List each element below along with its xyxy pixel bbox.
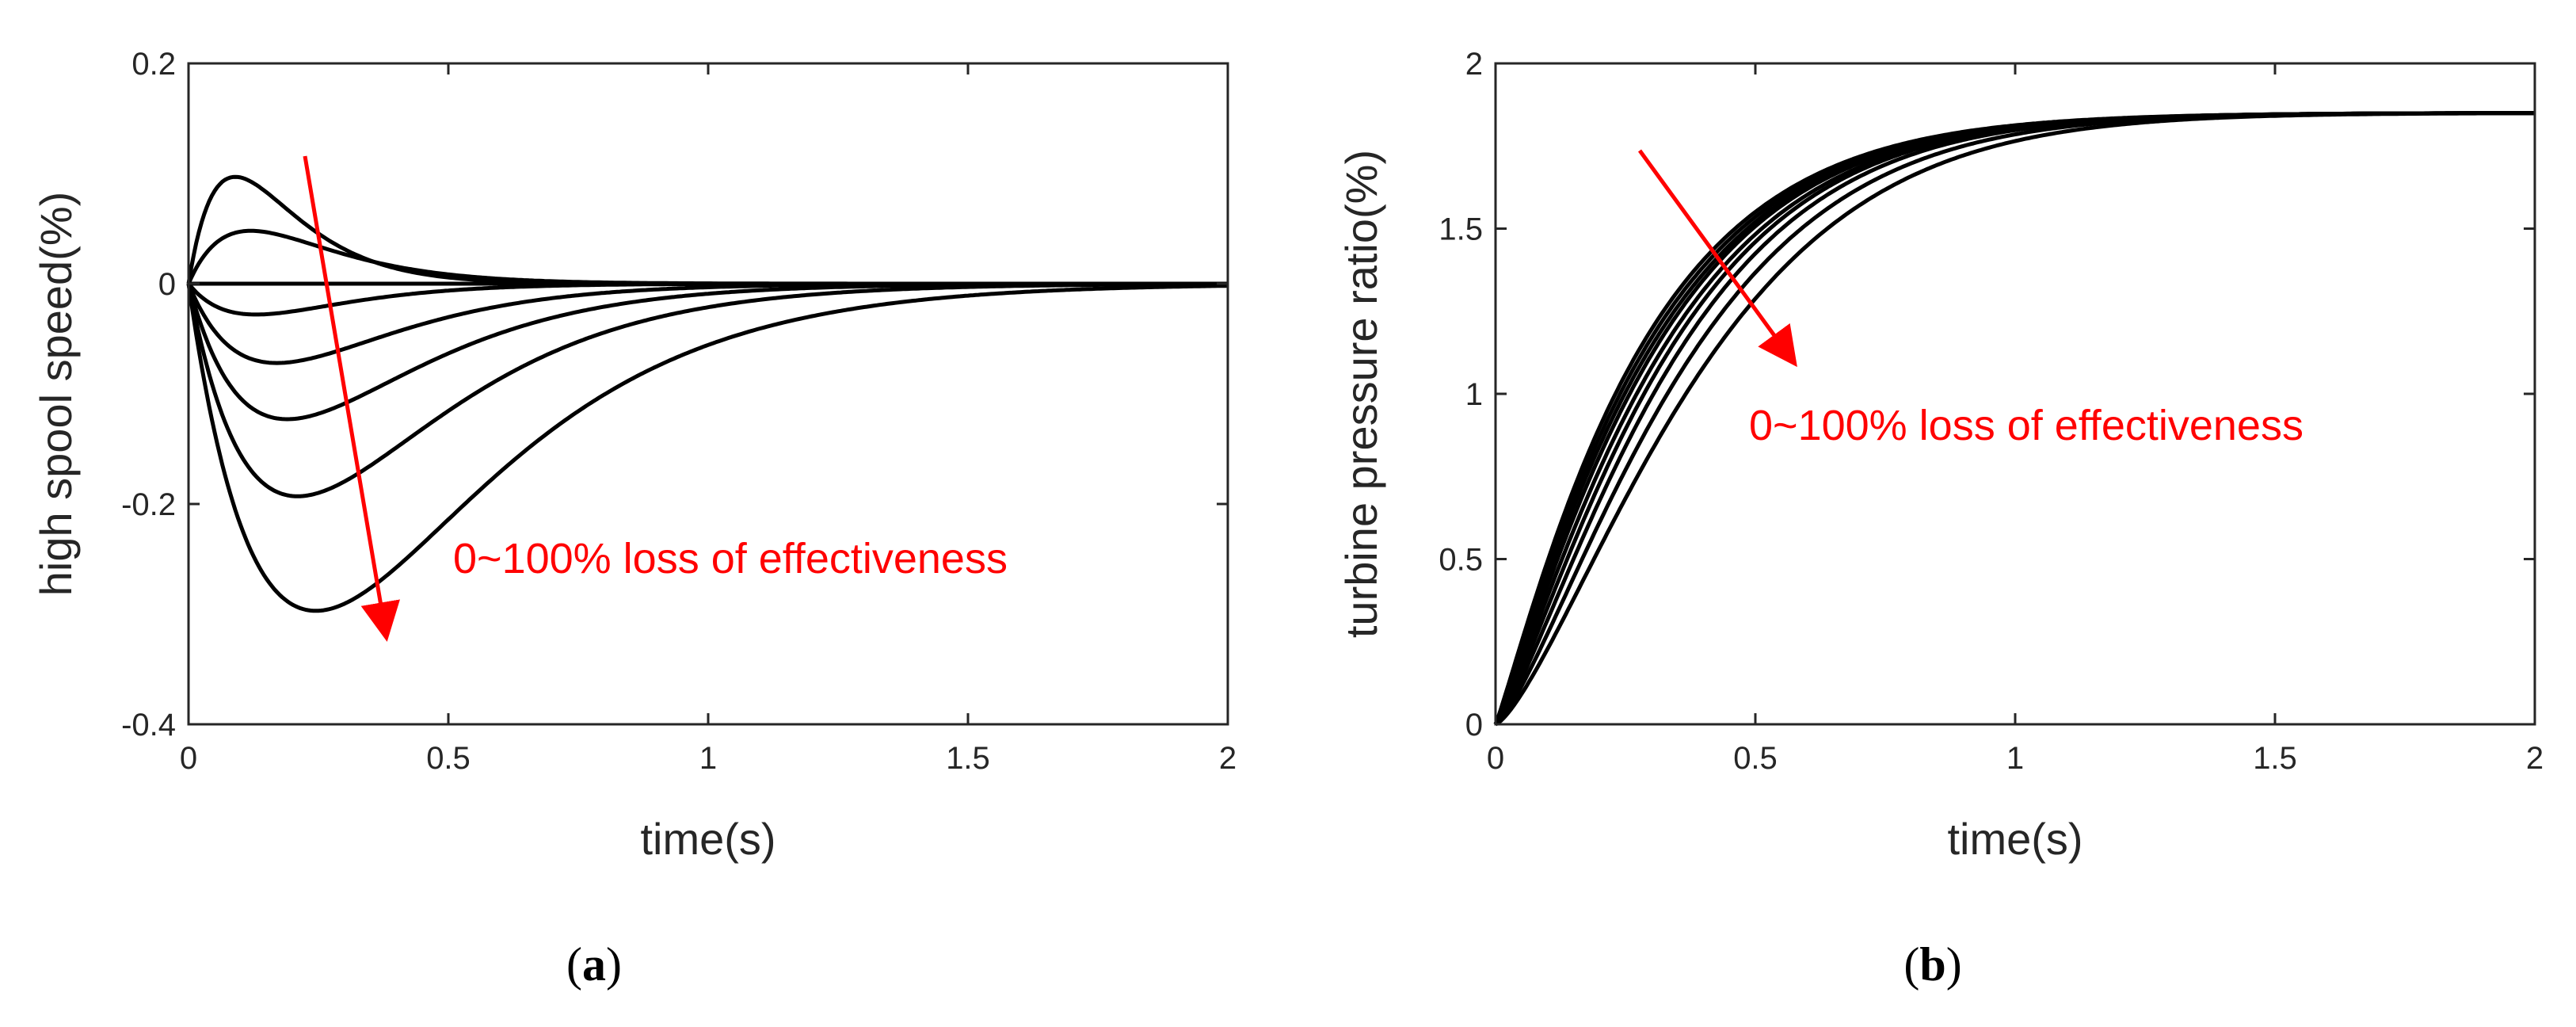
panel-a-y-axis-title: high spool speed(%) — [31, 192, 81, 597]
panel-a-ytick-label: 0.2 — [131, 47, 176, 82]
panel-b-xtick-label: 2 — [2526, 741, 2544, 776]
panel-a-series-line-2 — [186, 228, 1228, 286]
panel-a-series-line-8 — [186, 283, 1229, 613]
panel-b-x-axis-title: time(s) — [1947, 814, 2083, 864]
panel-a-xtick-label: 2 — [1219, 741, 1237, 776]
panel-a-x-axis-title: time(s) — [640, 814, 775, 864]
panel-a-ticks: 0 0.5 1 1.5 2 -0.4 -0.2 0 0.2 — [121, 47, 1237, 776]
panel-b-ytick-label: 1 — [1465, 377, 1483, 412]
panel-b-xtick-label: 0 — [1487, 741, 1504, 776]
panel-a-xtick-label: 0 — [180, 741, 197, 776]
panel-b-ytick-label: 0.5 — [1439, 543, 1483, 578]
panel-b-caption: (b) — [1903, 938, 1961, 991]
panel-a-trend-arrow — [303, 155, 400, 642]
panel-b-ticks: 0 0.5 1 1.5 2 0 0.5 1 1.5 2 — [1439, 47, 2544, 776]
panel-a-series-line-7 — [186, 282, 1228, 498]
panel-b-y-axis-title: turbine pressure ratio(%) — [1336, 150, 1386, 638]
panel-a-series-line-1 — [186, 174, 1228, 286]
panel-a-caption: (a) — [566, 938, 622, 991]
panel-b-trend-arrow — [1637, 149, 1797, 368]
panel-a-caption-close: ) — [606, 938, 622, 991]
panel-b-caption-close: ) — [1946, 938, 1962, 991]
panel-a-caption-letter: a — [582, 938, 606, 991]
panel-b-xtick-label: 1 — [2006, 741, 2024, 776]
panel-a-xtick-label: 1.5 — [946, 741, 990, 776]
panel-b-xtick-label: 0.5 — [1733, 741, 1778, 776]
panel-b-ytick-label: 0 — [1465, 708, 1483, 743]
panel-a-caption-open: ( — [566, 938, 582, 991]
panel-b-xtick-label: 1.5 — [2253, 741, 2297, 776]
panel-b-series-group — [1493, 111, 2535, 727]
panel-b-caption-open: ( — [1903, 938, 1919, 991]
panel-a-ytick-label: -0.4 — [121, 708, 176, 743]
panel-a-ytick-label: -0.2 — [121, 487, 176, 522]
panel-a-ytick-label: 0 — [158, 267, 176, 302]
panel-b-caption-letter: b — [1919, 938, 1945, 991]
panel-b-annotation: 0~100% loss of effectiveness — [1749, 402, 2304, 449]
panel-b-turbine-pressure-ratio: 0 0.5 1 1.5 2 0 0.5 1 1.5 2 time(s) turbine press… — [1336, 47, 2544, 991]
panel-b-ytick-label: 2 — [1465, 47, 1483, 82]
panel-b-series-line-9 — [1494, 111, 2535, 727]
panel-a-xtick-label: 0.5 — [426, 741, 471, 776]
panel-a-high-spool-speed: 0 0.5 1 1.5 2 -0.4 -0.2 0 0.2 time(s) high spool… — [31, 47, 1237, 991]
panel-a-xtick-label: 1 — [699, 741, 717, 776]
panel-a-annotation: 0~100% loss of effectiveness — [453, 535, 1008, 582]
panel-a-series-group — [186, 174, 1229, 613]
panel-b-ytick-label: 1.5 — [1439, 212, 1483, 247]
